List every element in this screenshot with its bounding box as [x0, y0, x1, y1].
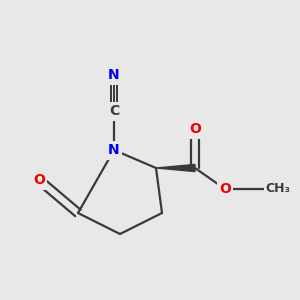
Text: N: N — [108, 143, 120, 157]
Text: O: O — [33, 173, 45, 187]
Polygon shape — [156, 164, 195, 172]
Text: O: O — [189, 122, 201, 136]
Text: O: O — [219, 182, 231, 196]
Text: CH₃: CH₃ — [266, 182, 290, 196]
Text: C: C — [109, 104, 119, 118]
Text: N: N — [108, 68, 120, 82]
